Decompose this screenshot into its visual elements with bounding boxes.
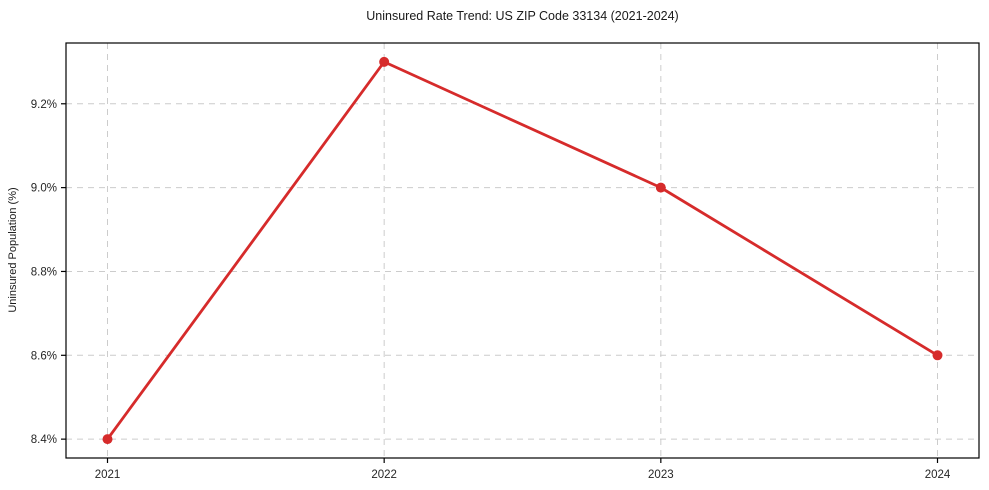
data-point — [379, 56, 390, 67]
y-tick-label: 8.4% — [31, 434, 57, 446]
y-tick-label: 9.0% — [31, 183, 57, 195]
plot-frame — [65, 42, 980, 459]
chart-title: Uninsured Rate Trend: US ZIP Code 33134 … — [366, 9, 679, 23]
x-tick-label: 2022 — [371, 469, 397, 481]
x-tick-label: 2024 — [925, 469, 951, 481]
plot-background — [66, 43, 979, 458]
data-point — [102, 434, 113, 445]
y-tick-label: 8.8% — [31, 266, 57, 278]
x-tick-label: 2023 — [648, 469, 674, 481]
y-tick-label: 9.2% — [31, 99, 57, 111]
y-tick-label: 8.6% — [31, 350, 57, 362]
y-axis-label: Uninsured Population (%) — [7, 187, 19, 313]
trend-line — [106, 60, 939, 441]
data-point — [655, 182, 666, 193]
x-tick-label: 2021 — [95, 469, 121, 481]
data-point — [932, 350, 943, 361]
